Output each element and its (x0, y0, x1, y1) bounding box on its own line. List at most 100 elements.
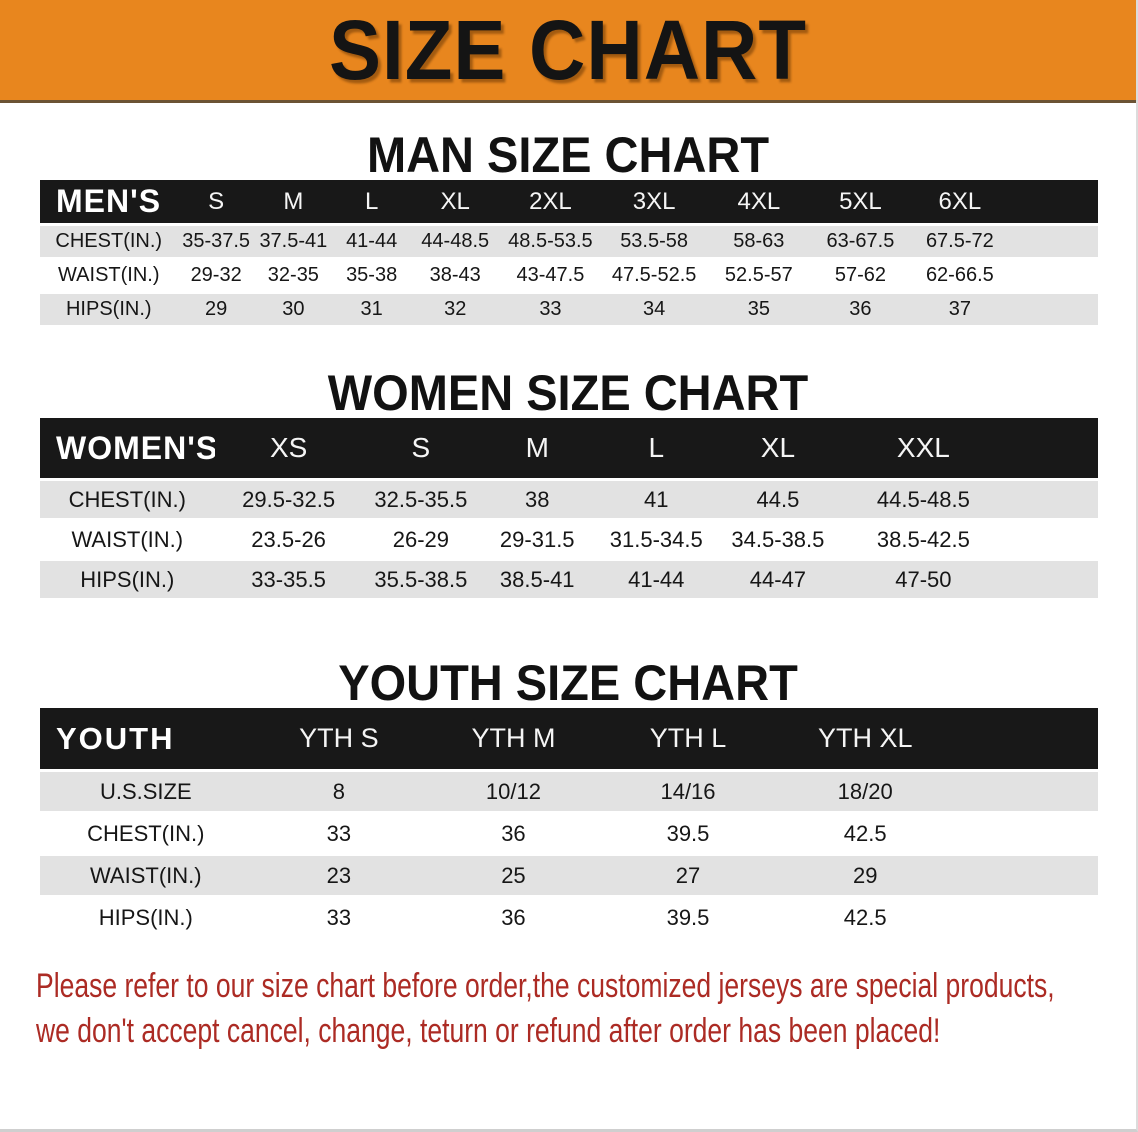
value-cell: 62-66.5 (909, 260, 1011, 294)
value-cell: 41-44 (331, 226, 412, 260)
column-header-cell: 2XL (499, 180, 602, 226)
value-cell: 63-67.5 (811, 226, 910, 260)
row-label-cell: CHEST(IN.) (40, 814, 252, 856)
value-cell: 8 (251, 772, 427, 814)
value-cell: 44.5 (717, 481, 839, 521)
row-label-cell: WAIST(IN.) (40, 521, 215, 561)
table-title-cell: WOMEN'S (40, 418, 215, 481)
row-label-cell: HIPS(IN.) (40, 294, 178, 328)
men-size-table: MEN'S S M L XL 2XL 3XL 4XL 5XL 6XL CHEST(IN.) 35-37… (40, 180, 1098, 328)
column-header-cell: L (331, 180, 412, 226)
row-label-cell: HIPS(IN.) (40, 561, 215, 601)
value-cell: 33 (499, 294, 602, 328)
filler-cell (1008, 561, 1098, 601)
value-cell: 57-62 (811, 260, 910, 294)
table-title-cell: MEN'S (40, 180, 178, 226)
value-cell: 39.5 (600, 814, 776, 856)
value-cell: 42.5 (775, 898, 956, 940)
value-cell: 18/20 (775, 772, 956, 814)
column-header-cell: 5XL (811, 180, 910, 226)
men-section: MAN SIZE CHART MEN'S S M L XL 2XL 3XL 4XL 5XL 6XL… (0, 130, 1136, 328)
table-row: HIPS(IN.) 33 36 39.5 42.5 (40, 898, 1098, 940)
table-row: HIPS(IN.) 33-35.5 35.5-38.5 38.5-41 41-44 44-… (40, 561, 1098, 601)
filler-cell (1010, 226, 1098, 260)
value-cell: 34.5-38.5 (717, 521, 839, 561)
table-row: CHEST(IN.) 29.5-32.5 32.5-35.5 38 41 44.5 44.5… (40, 481, 1098, 521)
youth-section-heading: YOUTH SIZE CHART (338, 655, 798, 711)
column-header-cell: 3XL (601, 180, 707, 226)
disclaimer-line-2: we don't accept cancel, change, teturn o… (36, 1011, 941, 1050)
filler-cell (1010, 180, 1098, 226)
value-cell: 29-31.5 (479, 521, 596, 561)
value-cell: 44-47 (717, 561, 839, 601)
row-label-cell: WAIST(IN.) (40, 856, 252, 898)
value-cell: 41-44 (595, 561, 718, 601)
youth-size-table: YOUTH YTH S YTH M YTH L YTH XL U.S.SIZE 8 10/12… (40, 708, 1098, 940)
value-cell: 38.5-42.5 (838, 521, 1008, 561)
table-header-row: MEN'S S M L XL 2XL 3XL 4XL 5XL 6XL (40, 180, 1098, 226)
column-header-cell: 4XL (706, 180, 812, 226)
filler-cell (955, 814, 1098, 856)
value-cell: 48.5-53.5 (499, 226, 602, 260)
filler-cell (1010, 260, 1098, 294)
table-title-cell: YOUTH (40, 708, 252, 772)
value-cell: 33 (251, 898, 427, 940)
value-cell: 34 (601, 294, 707, 328)
filler-cell (955, 856, 1098, 898)
row-label-cell: WAIST(IN.) (40, 260, 178, 294)
value-cell: 35-37.5 (177, 226, 255, 260)
value-cell: 37.5-41 (254, 226, 332, 260)
table-row: CHEST(IN.) 33 36 39.5 42.5 (40, 814, 1098, 856)
value-cell: 44-48.5 (411, 226, 500, 260)
value-cell: 32.5-35.5 (362, 481, 480, 521)
value-cell: 38 (479, 481, 596, 521)
value-cell: 27 (600, 856, 776, 898)
column-header-cell: XS (214, 418, 363, 481)
value-cell: 29 (177, 294, 255, 328)
banner: SIZE CHART (0, 0, 1136, 103)
value-cell: 42.5 (775, 814, 956, 856)
table-row: HIPS(IN.) 29 30 31 32 33 34 35 36 37 (40, 294, 1098, 328)
disclaimer-note: Please refer to our size chart before or… (36, 964, 1055, 1054)
column-header-cell: YTH XL (775, 708, 956, 772)
value-cell: 31.5-34.5 (595, 521, 718, 561)
filler-cell (955, 772, 1098, 814)
column-header-cell: XL (411, 180, 500, 226)
value-cell: 43-47.5 (499, 260, 602, 294)
value-cell: 26-29 (362, 521, 480, 561)
value-cell: 37 (909, 294, 1011, 328)
value-cell: 29-32 (177, 260, 255, 294)
women-size-table: WOMEN'S XS S M L XL XXL CHEST(IN.) 29.5-32.5 32.5… (40, 418, 1098, 601)
row-label-cell: U.S.SIZE (40, 772, 252, 814)
row-label-cell: CHEST(IN.) (40, 226, 178, 260)
banner-title: SIZE CHART (329, 2, 807, 98)
column-header-cell: YTH M (426, 708, 601, 772)
value-cell: 31 (331, 294, 412, 328)
value-cell: 33 (251, 814, 427, 856)
value-cell: 23.5-26 (214, 521, 363, 561)
value-cell: 35 (706, 294, 812, 328)
value-cell: 47.5-52.5 (601, 260, 707, 294)
size-chart-page: SIZE CHART MAN SIZE CHART MEN'S S M L XL 2XL 3… (0, 0, 1136, 1054)
table-row: CHEST(IN.) 35-37.5 37.5-41 41-44 44-48.5 48.5… (40, 226, 1098, 260)
table-row: WAIST(IN.) 23 25 27 29 (40, 856, 1098, 898)
column-header-cell: M (479, 418, 596, 481)
column-header-cell: YTH S (251, 708, 427, 772)
value-cell: 35.5-38.5 (362, 561, 480, 601)
value-cell: 29.5-32.5 (214, 481, 363, 521)
value-cell: 35-38 (331, 260, 412, 294)
column-header-cell: L (595, 418, 718, 481)
value-cell: 47-50 (838, 561, 1008, 601)
column-header-cell: S (362, 418, 480, 481)
column-header-cell: M (254, 180, 332, 226)
value-cell: 10/12 (426, 772, 601, 814)
value-cell: 32-35 (254, 260, 332, 294)
column-header-cell: XXL (838, 418, 1008, 481)
disclaimer-line-1: Please refer to our size chart before or… (36, 967, 1055, 1005)
table-row: U.S.SIZE 8 10/12 14/16 18/20 (40, 772, 1098, 814)
value-cell: 67.5-72 (909, 226, 1011, 260)
women-section-heading: WOMEN SIZE CHART (327, 365, 809, 421)
row-label-cell: HIPS(IN.) (40, 898, 252, 940)
value-cell: 36 (811, 294, 910, 328)
column-header-cell: XL (717, 418, 839, 481)
